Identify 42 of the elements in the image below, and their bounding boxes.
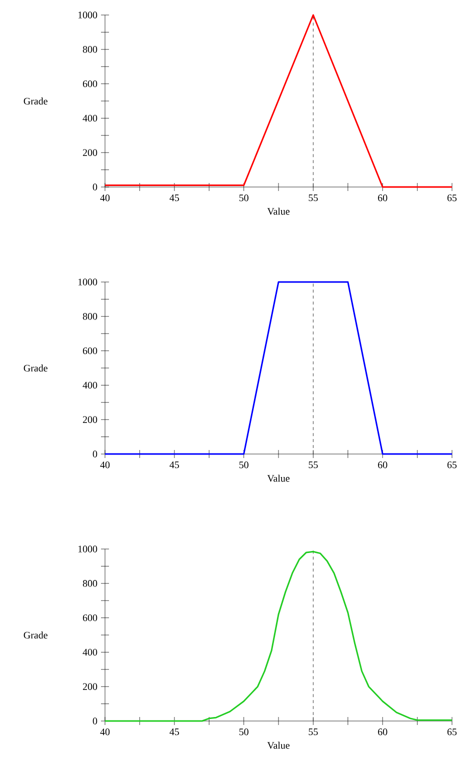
x-tick-label: 65: [447, 462, 457, 468]
y-axis-title: Grade: [24, 97, 48, 105]
x-tick-label: 45: [170, 728, 179, 736]
x-tick-label: 50: [239, 728, 248, 736]
y-tick-label: 800: [82, 580, 98, 587]
x-tick-label: 40: [100, 462, 110, 468]
x-axis-title: Value: [267, 208, 290, 215]
x-tick-label: 65: [447, 194, 457, 202]
x-tick-label: 55: [308, 194, 318, 202]
x-tick-label: 60: [378, 462, 388, 468]
y-tick-label: 600: [82, 614, 98, 622]
x-tick-label: 50: [239, 194, 248, 202]
y-tick-label: 600: [82, 80, 98, 88]
y-tick-label: 0: [92, 450, 98, 458]
y-axis-title: Grade: [24, 631, 48, 639]
y-tick-label: 0: [92, 718, 98, 724]
y-tick-label: 400: [82, 382, 98, 389]
y-tick-label: 200: [82, 149, 98, 156]
x-tick-label: 55: [308, 462, 318, 468]
y-axis-title: Grade: [24, 364, 48, 372]
x-tick-label: 65: [447, 728, 457, 736]
x-tick-label: 60: [378, 728, 388, 736]
x-tick-label: 45: [170, 194, 179, 202]
x-tick-label: 45: [170, 462, 179, 468]
y-tick-label: 1000: [78, 546, 98, 552]
x-tick-label: 55: [308, 728, 318, 736]
x-tick-label: 50: [239, 462, 248, 468]
x-axis-title: Value: [267, 474, 290, 482]
y-tick-label: 200: [82, 416, 98, 423]
y-tick-label: 800: [82, 313, 98, 320]
y-tick-label: 1000: [78, 12, 98, 18]
x-tick-label: 40: [100, 728, 110, 736]
y-tick-label: 800: [82, 46, 98, 53]
y-tick-label: 1000: [78, 278, 98, 286]
x-tick-label: 60: [378, 194, 388, 202]
y-tick-label: 600: [82, 347, 98, 354]
y-tick-label: 400: [82, 114, 98, 122]
y-tick-label: 200: [82, 683, 98, 690]
y-tick-label: 400: [82, 648, 98, 656]
x-tick-label: 40: [100, 194, 110, 202]
y-tick-label: 0: [92, 184, 98, 190]
x-axis-title: Value: [267, 742, 290, 749]
